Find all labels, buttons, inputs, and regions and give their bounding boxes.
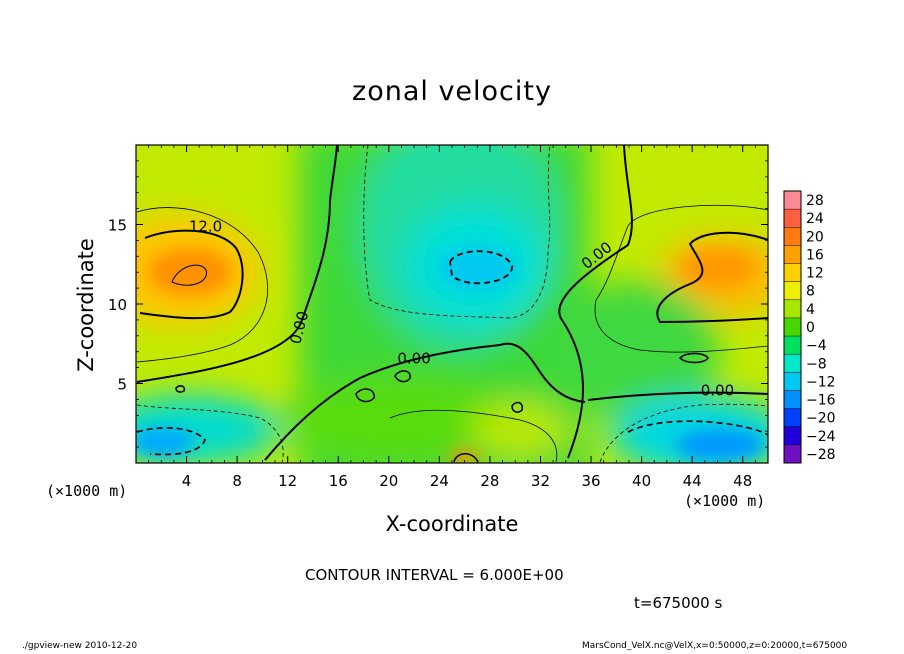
contour-interval-note: CONTOUR INTERVAL = 6.000E+00 (305, 566, 564, 584)
contour-lines (136, 145, 768, 463)
contour-label: 0.00 (701, 381, 734, 399)
colorbar-label: −24 (806, 429, 836, 445)
colorbar-swatch (784, 390, 801, 409)
colorbar-swatch (784, 263, 801, 282)
footer-left-text: ./gpview-new 2010-12-20 (22, 641, 138, 651)
velocity-field (136, 145, 768, 463)
contour-0-mid (264, 342, 586, 461)
colorbar-label: 28 (806, 193, 824, 209)
x-tick-label: 48 (733, 472, 752, 490)
colorbar-label: −8 (806, 356, 827, 372)
contour-neg12-lower-right (627, 420, 768, 437)
time-stamp: t=675000 s (634, 594, 723, 612)
x-tick-label: 12 (278, 472, 297, 490)
contour-6-right (594, 204, 768, 353)
colorbar-label: −16 (806, 393, 836, 409)
colorbar-label: −20 (806, 411, 836, 427)
colorbar-label: 12 (806, 266, 824, 282)
colorbar-label: 8 (806, 284, 815, 300)
x-axis-label: X-coordinate (385, 512, 519, 536)
x-tick-label: 20 (379, 472, 398, 490)
contour-neg12-lower-left (136, 427, 206, 456)
x-scale-label: (×1000 m) (684, 492, 766, 510)
y-tick-label: 15 (108, 217, 127, 235)
x-tick-label: 32 (531, 472, 550, 490)
contour-0-lower-right (587, 391, 768, 401)
y-axis-label: Z-coordinate (74, 238, 98, 372)
x-axis: 4 8 12 16 20 24 28 32 36 40 44 48 (148, 145, 756, 490)
contour-6-left (136, 207, 269, 363)
colorbar-swatch (784, 354, 801, 373)
contour-0-small-4 (175, 385, 186, 393)
colorbar-swatch (784, 299, 801, 318)
colorbar-label: 16 (806, 247, 824, 263)
x-tick-label: 16 (329, 472, 348, 490)
x-tick-label: 4 (182, 472, 192, 490)
contour-0-small-2 (511, 401, 524, 413)
colorbar-swatch (784, 426, 801, 445)
contour-label: 12.0 (189, 218, 222, 236)
contour-18-right-small (678, 352, 709, 364)
contour-12-lower (453, 453, 479, 463)
colorbar: 28 24 20 16 12 8 4 0 −4 −8 −12 −16 −20 −24 −28 (783, 190, 836, 464)
colorbar-swatch (784, 227, 801, 246)
colorbar-swatch (784, 281, 801, 300)
colorbar-swatch (784, 372, 801, 391)
colorbar-label: −4 (806, 338, 827, 354)
colorbar-label: −12 (806, 374, 836, 390)
contour-neg6-lower-right (599, 403, 768, 463)
y-axis: 5 10 15 (108, 160, 768, 448)
contour-neg12-center (449, 250, 513, 285)
colorbar-label: 4 (806, 302, 815, 318)
colorbar-label: 20 (806, 229, 824, 245)
colorbar-label: −28 (806, 447, 836, 463)
contour-neg6-center (363, 145, 551, 319)
contour-12 (139, 229, 244, 320)
colorbar-swatch (784, 336, 801, 355)
y-tick-label: 10 (108, 296, 127, 314)
colorbar-swatch (784, 408, 801, 427)
colorbar-label: 24 (806, 211, 824, 227)
colorbar-label: 0 (806, 320, 815, 336)
contour-12-right (656, 231, 768, 324)
z-scale-label: (×1000 m) (46, 482, 128, 500)
x-tick-label: 44 (683, 472, 702, 490)
x-tick-label: 28 (480, 472, 499, 490)
colorbar-swatch (784, 191, 801, 210)
contour-label: 0.00 (397, 350, 430, 368)
x-tick-label: 8 (232, 472, 242, 490)
contour-0-small-3 (355, 388, 375, 403)
colorbar-swatch (784, 317, 801, 337)
colorbar-swatch (784, 209, 801, 228)
x-tick-label: 36 (581, 472, 600, 490)
y-tick-label: 5 (117, 376, 127, 394)
contour-6-lower (389, 409, 558, 463)
contour-0-right (558, 145, 633, 459)
colorbar-swatch (784, 444, 801, 463)
contour-0-left (136, 145, 338, 383)
footer-right-text: MarsCond_VelX.nc@VelX,x=0:50000,z=0:2000… (582, 641, 848, 651)
colorbar-swatch (784, 245, 801, 264)
contour-0-small-1 (394, 370, 411, 383)
x-tick-label: 24 (430, 472, 449, 490)
x-tick-label: 40 (632, 472, 651, 490)
contour-18 (171, 264, 207, 286)
chart-title: zonal velocity (352, 76, 552, 107)
contour-neg6-lower-left (136, 404, 284, 463)
